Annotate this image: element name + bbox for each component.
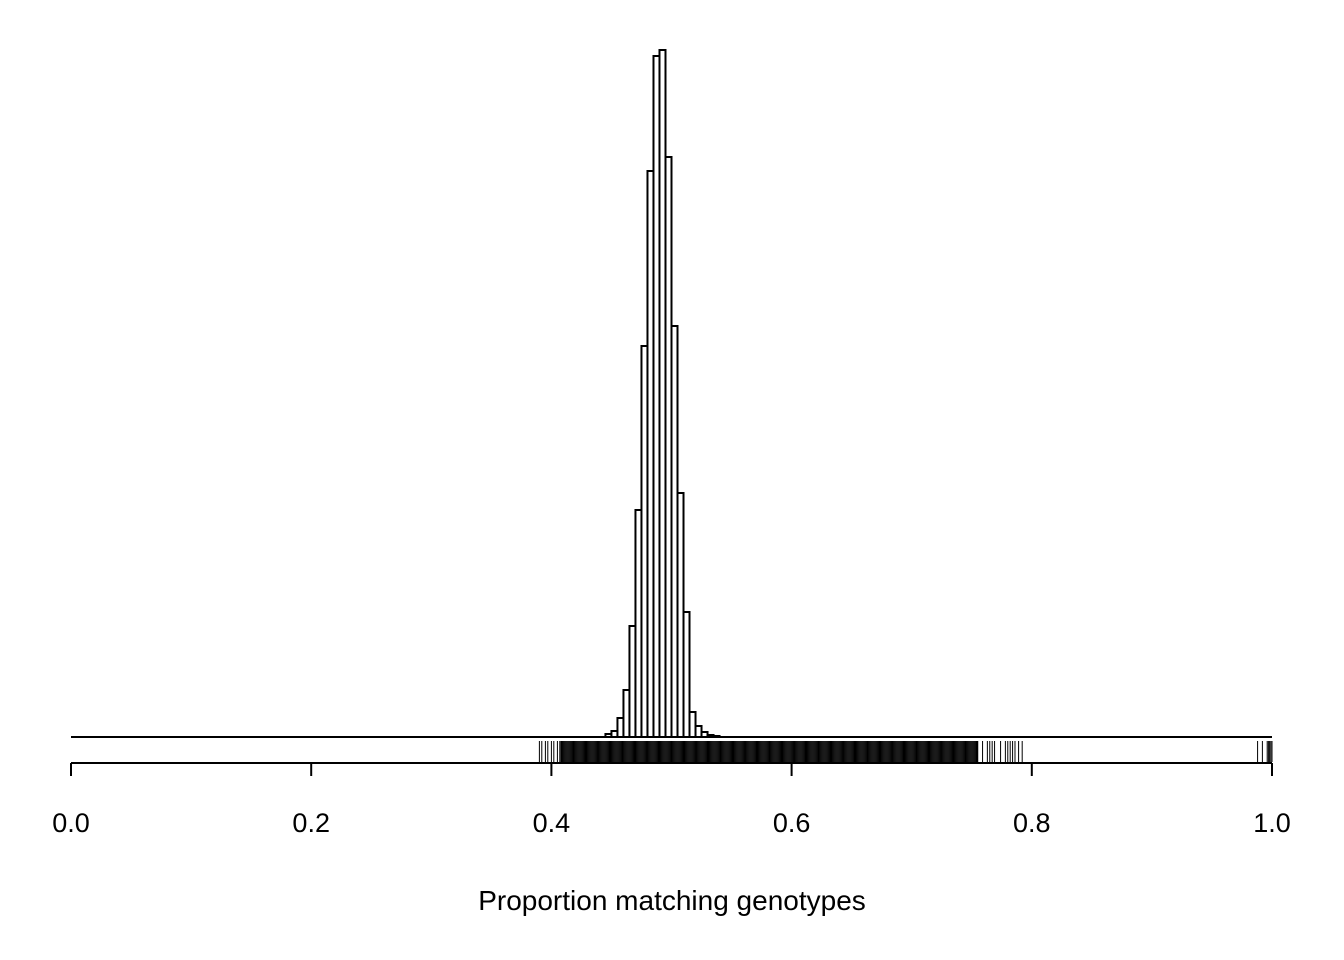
x-tick-label: 0.0 xyxy=(52,808,90,838)
x-tick-label: 0.8 xyxy=(1013,808,1051,838)
x-tick-label: 1.0 xyxy=(1253,808,1291,838)
x-tick-label: 0.4 xyxy=(533,808,571,838)
x-axis-label: Proportion matching genotypes xyxy=(478,885,866,916)
histogram-bars xyxy=(604,49,721,738)
x-axis: 0.0 0.2 0.4 0.6 0.8 1.0 xyxy=(52,762,1291,838)
x-tick-label: 0.6 xyxy=(773,808,811,838)
rug-plot xyxy=(538,741,1273,762)
x-tick-label: 0.2 xyxy=(292,808,330,838)
